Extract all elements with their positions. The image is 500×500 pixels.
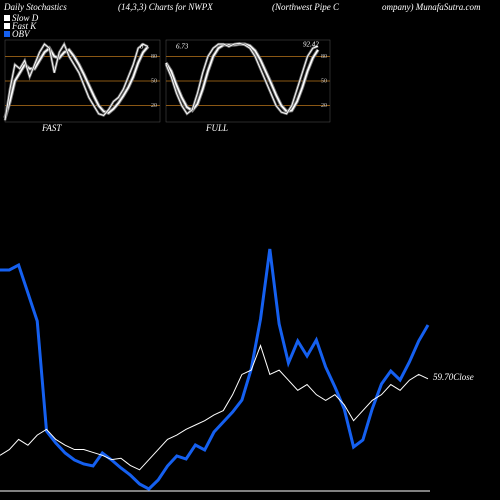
y-tick-label: 20: [321, 103, 327, 109]
y-tick-label: 80: [151, 54, 157, 60]
annotation: 8: [140, 43, 144, 51]
legend-label: Fast K: [11, 21, 37, 31]
annotation: 6.73: [176, 43, 189, 51]
header-center: (14,3,3) Charts for NWPX: [118, 2, 213, 12]
annotation: 92.42: [303, 41, 319, 49]
line: [165, 42, 319, 115]
close-label: 59.70Close: [433, 372, 474, 382]
legend-swatch: [4, 23, 10, 29]
legend-label: Slow D: [12, 13, 39, 23]
y-tick-label: 20: [151, 103, 157, 109]
legend-swatch: [4, 31, 10, 37]
y-tick-label: 50: [321, 78, 327, 84]
line: [0, 344, 429, 471]
header-company: (Northwest Pipe C: [272, 2, 340, 12]
line: [4, 43, 149, 121]
legend-swatch: [4, 15, 10, 21]
panel-label: FAST: [41, 123, 62, 133]
legend-label: OBV: [12, 29, 31, 39]
panel-label: FULL: [205, 123, 228, 133]
header-site: ompany) MunafaSutra.com: [382, 2, 481, 12]
y-tick-label: 80: [321, 54, 327, 60]
header-left: Daily Stochastics: [3, 2, 67, 12]
y-tick-label: 50: [151, 78, 157, 84]
line: [0, 248, 430, 491]
line: [4, 46, 149, 119]
